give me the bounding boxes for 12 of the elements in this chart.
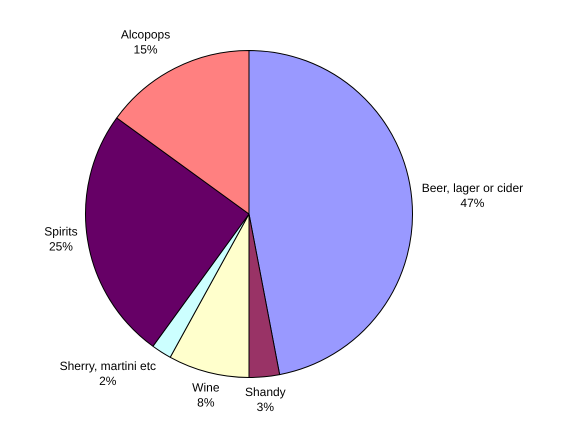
- data-label: 8%: [197, 395, 215, 410]
- data-label: 47%: [460, 196, 485, 210]
- slice-label: Wine: [192, 380, 220, 394]
- data-label: 2%: [99, 374, 117, 388]
- slice-label: Spirits: [44, 224, 78, 238]
- data-label: 3%: [256, 400, 274, 414]
- slice-label: Beer, lager or cider: [422, 180, 524, 195]
- slice-label: Alcopops: [120, 28, 170, 42]
- data-label: 15%: [134, 42, 158, 57]
- data-label: 25%: [48, 239, 74, 254]
- slice-label: Shandy: [244, 385, 286, 400]
- slice-label: Sherry, martini etc: [60, 358, 156, 373]
